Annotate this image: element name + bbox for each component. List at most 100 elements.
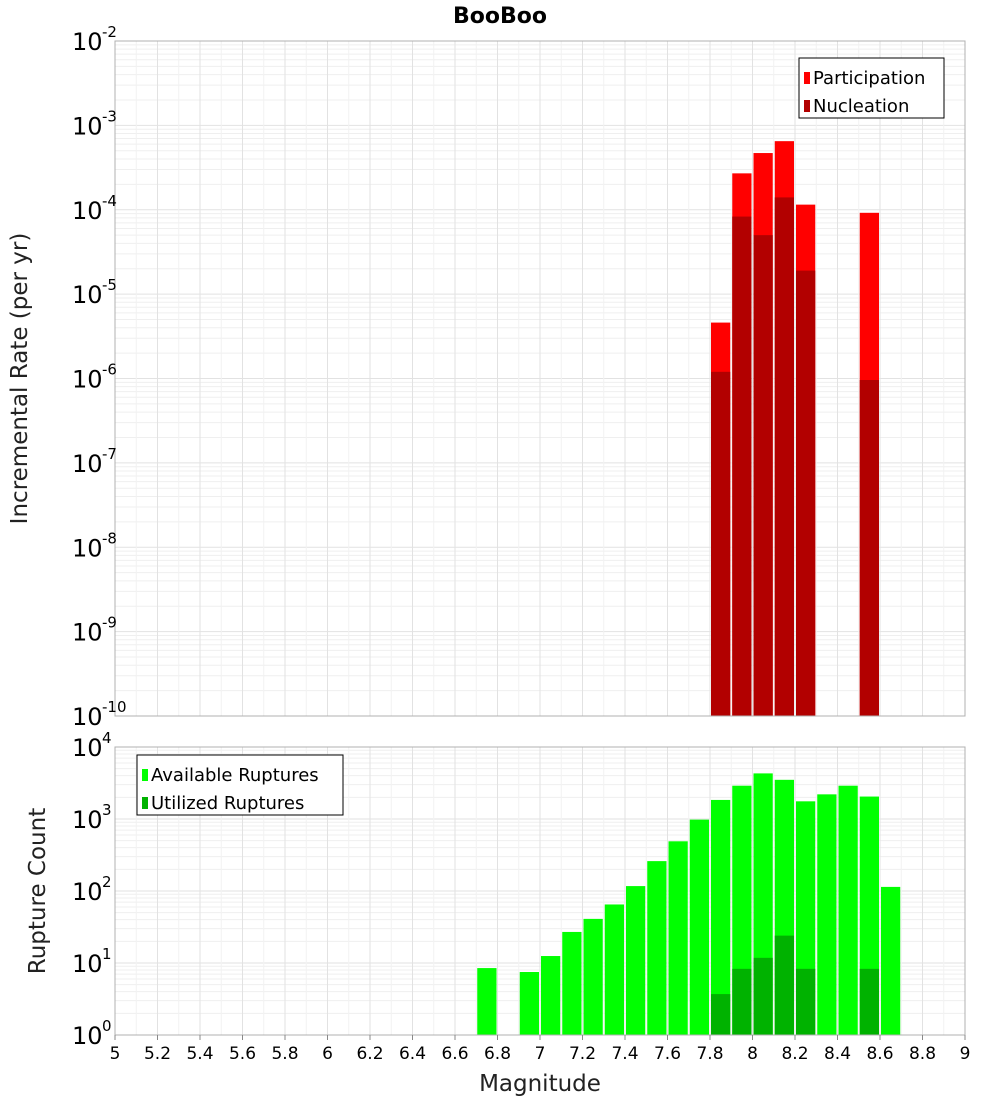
svg-text:10: 10 (72, 197, 103, 225)
svg-text:1: 1 (102, 945, 112, 963)
y-tick-label: 10 -3 (72, 107, 117, 140)
svg-text:10: 10 (72, 450, 103, 478)
svg-text:10: 10 (72, 112, 103, 140)
y-tick-label: 10 -10 (72, 698, 127, 731)
y-tick-label: 10 0 (72, 1017, 112, 1050)
bar-overlay-utilized-ruptures (796, 968, 816, 1035)
bottom-y-axis-label: Rupture Count (25, 808, 51, 974)
bar-available-ruptures (711, 799, 731, 1035)
bar-available-ruptures (838, 785, 858, 1035)
x-tick-label: 7.4 (611, 1044, 638, 1064)
x-tick-label: 7 (535, 1044, 546, 1064)
top-plot-border (114, 40, 966, 717)
svg-text:10: 10 (72, 366, 103, 394)
bar-overlay-nucleation (732, 216, 752, 716)
svg-text:10: 10 (72, 734, 103, 762)
top-y-axis-label: Incremental Rate (per yr) (7, 233, 33, 525)
top-bars (711, 141, 879, 717)
bottom-bars (477, 773, 901, 1035)
legend-label: Utilized Ruptures (151, 793, 304, 814)
svg-text:3: 3 (102, 801, 112, 819)
x-tick-label: 9 (960, 1044, 971, 1064)
x-tick-label: 8.8 (909, 1044, 936, 1064)
x-tick-label: 8 (747, 1044, 758, 1064)
svg-text:-9: -9 (102, 614, 117, 632)
bar-available-ruptures (519, 971, 539, 1035)
bar-available-ruptures (541, 956, 561, 1035)
bar-overlay-utilized-ruptures (753, 957, 773, 1035)
x-tick-label: 6.2 (356, 1044, 383, 1064)
bar-overlay-utilized-ruptures (711, 994, 731, 1035)
svg-text:10: 10 (72, 619, 103, 647)
bottom-legend: Available Ruptures Utilized Ruptures (136, 754, 344, 816)
y-tick-label: 10 -6 (72, 361, 117, 394)
bar-available-ruptures (562, 931, 582, 1035)
x-axis-label: Magnitude (479, 1071, 601, 1097)
x-ticks: 5 5.2 5.4 5.6 5.8 6 6.2 6.4 6.6 6.8 7 7.2 7.4 7.6 7.8 8… (110, 1035, 971, 1064)
svg-text:-2: -2 (102, 23, 117, 41)
bar-available-ruptures (626, 886, 646, 1035)
bar-overlay-nucleation (859, 379, 879, 716)
y-tick-label: 10 -2 (72, 23, 117, 56)
x-tick-label: 6.6 (441, 1044, 468, 1064)
chart-title: BooBoo (453, 4, 547, 29)
legend-label: Participation (813, 68, 925, 89)
svg-text:-8: -8 (102, 529, 117, 547)
legend-box (798, 57, 945, 119)
legend-swatch (804, 100, 810, 112)
bar-overlay-utilized-ruptures (732, 968, 752, 1035)
bar-available-ruptures (689, 819, 709, 1035)
svg-text:10: 10 (72, 1022, 103, 1050)
svg-text:0: 0 (102, 1017, 112, 1035)
y-tick-label: 10 -9 (72, 614, 117, 647)
svg-text:-6: -6 (102, 361, 117, 379)
legend-label: Available Ruptures (151, 765, 319, 786)
bar-overlay-nucleation (753, 235, 773, 716)
x-tick-label: 5.6 (229, 1044, 256, 1064)
svg-text:10: 10 (72, 28, 103, 56)
svg-text:10: 10 (72, 950, 103, 978)
x-tick-label: 5.8 (271, 1044, 298, 1064)
y-tick-label: 10 -8 (72, 529, 117, 562)
bar-overlay-nucleation (711, 371, 731, 716)
x-tick-label: 8.6 (866, 1044, 893, 1064)
x-tick-label: 6.4 (399, 1044, 426, 1064)
y-tick-label: 10 4 (72, 729, 112, 762)
x-tick-label: 6.8 (484, 1044, 511, 1064)
x-tick-label: 7.8 (696, 1044, 723, 1064)
svg-text:10: 10 (72, 703, 103, 731)
bar-available-ruptures (881, 886, 901, 1035)
svg-text:10: 10 (72, 806, 103, 834)
svg-text:-10: -10 (102, 698, 127, 716)
top-grid (114, 41, 966, 716)
bar-available-ruptures (583, 918, 603, 1035)
legend-swatch (142, 769, 148, 781)
legend-swatch (142, 797, 148, 809)
svg-text:-7: -7 (102, 445, 117, 463)
svg-text:2: 2 (102, 873, 112, 891)
x-tick-label: 5.4 (186, 1044, 213, 1064)
bar-overlay-nucleation (774, 197, 794, 717)
bar-available-ruptures (647, 861, 667, 1035)
y-tick-label: 10 -4 (72, 192, 117, 225)
legend-box (136, 754, 344, 816)
bar-available-ruptures (668, 841, 688, 1035)
bar-overlay-utilized-ruptures (859, 968, 879, 1035)
x-tick-label: 8.4 (824, 1044, 851, 1064)
y-tick-label: 10 3 (72, 801, 112, 834)
legend-label: Nucleation (813, 96, 909, 117)
x-tick-label: 5 (110, 1044, 121, 1064)
svg-text:4: 4 (102, 729, 112, 747)
svg-text:-5: -5 (102, 276, 117, 294)
x-tick-label: 5.2 (144, 1044, 171, 1064)
y-tick-label: 10 1 (72, 945, 112, 978)
legend-swatch (804, 72, 810, 84)
top-legend: Participation Nucleation (798, 57, 945, 119)
svg-text:-4: -4 (102, 192, 117, 210)
svg-text:10: 10 (72, 281, 103, 309)
y-tick-label: 10 -5 (72, 276, 117, 309)
